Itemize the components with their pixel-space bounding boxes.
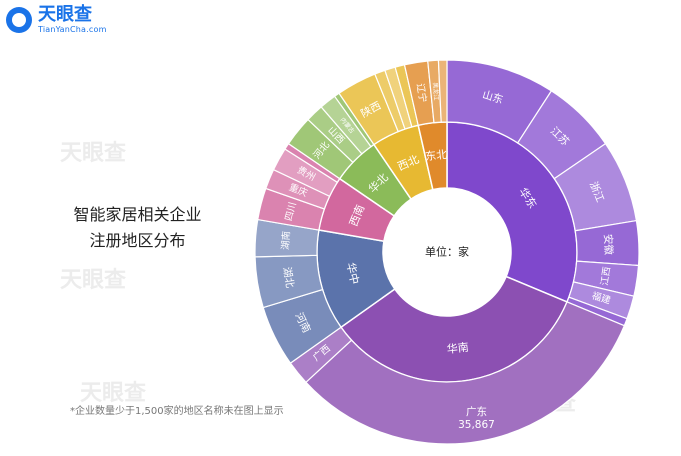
chart-title: 智能家居相关企业 注册地区分布: [50, 202, 225, 254]
region-label: 东北: [425, 148, 448, 163]
chart-title-line-1: 智能家居相关企业: [73, 205, 202, 224]
province-label: 黑龙江: [431, 82, 440, 101]
province-label: 山东: [481, 88, 505, 106]
province-label: 广东: [466, 405, 487, 418]
province-label: 四川: [283, 201, 298, 222]
province-value-label: 35,867: [458, 419, 495, 431]
province-label: 江西: [599, 266, 613, 286]
region-label: 华南: [446, 340, 469, 356]
region-label: 华中: [344, 261, 363, 286]
watermark-logo: 天眼查: [80, 381, 147, 406]
watermark-logo: 天眼查: [60, 141, 127, 166]
province-label: 安徽: [601, 234, 615, 256]
logo-site: TianYanCha.com: [38, 25, 107, 34]
footnote: *企业数量少于1,500家的地区名称未在图上显示: [70, 406, 284, 417]
logo-icon: [6, 7, 32, 33]
watermark-logo: 天眼查: [60, 268, 127, 293]
province-segment: [437, 59, 448, 123]
province-label: 辽宁: [414, 83, 429, 104]
logo-name: 天眼查: [38, 4, 92, 25]
province-label: 湖南: [279, 230, 292, 250]
brand-logo: 天眼查 TianYanCha.com: [6, 6, 107, 34]
chart-title-line-2: 注册地区分布: [89, 231, 186, 250]
center-unit-label: 单位：家: [425, 245, 469, 259]
province-segment: [305, 301, 626, 445]
province-label: 湖北: [280, 266, 295, 289]
center-hole: [383, 188, 511, 316]
province-label: 福建: [590, 290, 612, 307]
